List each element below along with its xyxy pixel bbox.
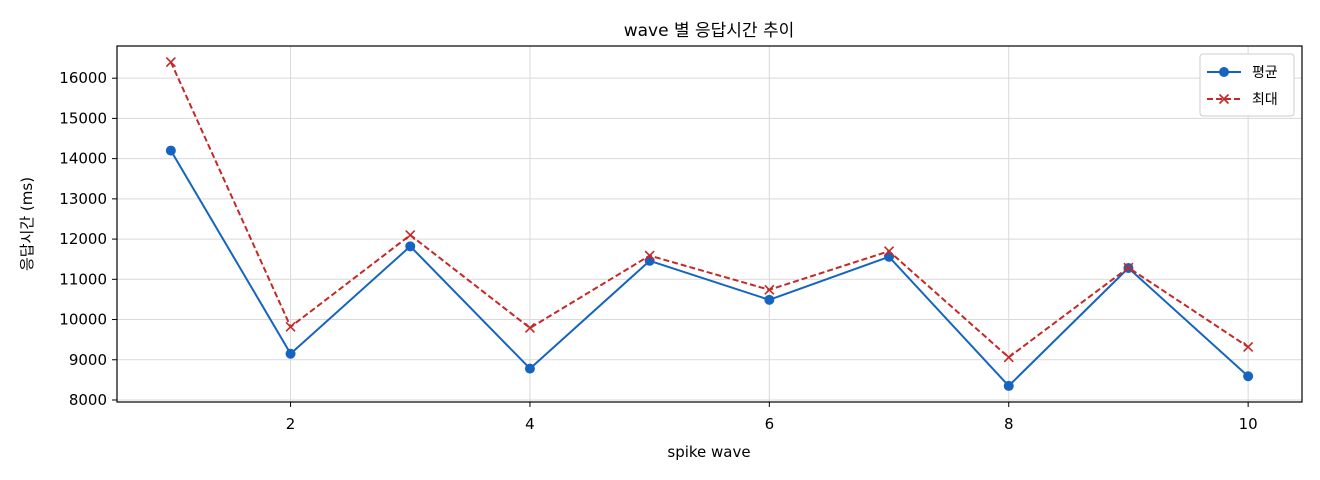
series-2	[165, 57, 1254, 363]
y-axis-label: 응답시간 (ms)	[18, 177, 36, 271]
data-point	[524, 363, 535, 374]
data-point	[1243, 341, 1254, 352]
chart-title: wave 별 응답시간 추이	[624, 21, 795, 41]
legend-marker	[1219, 67, 1229, 77]
y-tick-label: 8000	[69, 391, 107, 409]
y-tick-label: 9000	[69, 351, 107, 369]
y-tick-label: 15000	[59, 109, 107, 127]
y-tick-label: 11000	[59, 270, 107, 288]
x-tick-label: 8	[1004, 415, 1014, 433]
data-point	[1003, 380, 1014, 391]
x-tick-label: 2	[286, 415, 296, 433]
data-point	[644, 250, 655, 261]
series-layer	[165, 57, 1254, 391]
data-point	[1123, 262, 1134, 273]
x-tick-label: 10	[1239, 415, 1258, 433]
x-tick-label: 6	[765, 415, 775, 433]
data-point	[285, 321, 296, 332]
y-tick-label: 14000	[59, 150, 107, 168]
data-point	[165, 145, 176, 156]
data-point	[405, 241, 416, 252]
y-tick-label: 10000	[59, 311, 107, 329]
data-point	[883, 246, 895, 257]
x-tick-label: 4	[525, 415, 535, 433]
y-tick-label: 16000	[59, 69, 107, 87]
x-axis-label: spike wave	[667, 443, 750, 461]
y-tick-label: 12000	[59, 230, 107, 248]
series-line	[170, 150, 1249, 387]
legend-label: 최대	[1252, 92, 1278, 108]
series-1	[165, 145, 1254, 391]
data-point	[405, 229, 416, 241]
data-point	[764, 284, 775, 295]
data-point	[524, 322, 536, 334]
data-point	[764, 294, 775, 305]
legend-box	[1199, 53, 1295, 117]
data-point	[285, 348, 296, 359]
plot-area-frame	[116, 45, 1303, 403]
x-axis: 2 4 6 8 10	[286, 402, 1258, 433]
legend-label: 평균	[1252, 65, 1278, 81]
data-point	[644, 255, 655, 266]
data-point	[165, 57, 176, 68]
legend-marker	[1218, 93, 1230, 105]
y-tick-label: 13000	[59, 190, 107, 208]
grid	[117, 46, 1302, 402]
data-point	[1243, 371, 1254, 382]
data-point	[1003, 352, 1014, 363]
y-axis: 8000 9000 10000 11000 12000 13000 14000 15000 16…	[59, 69, 117, 409]
series-line	[169, 61, 1249, 359]
